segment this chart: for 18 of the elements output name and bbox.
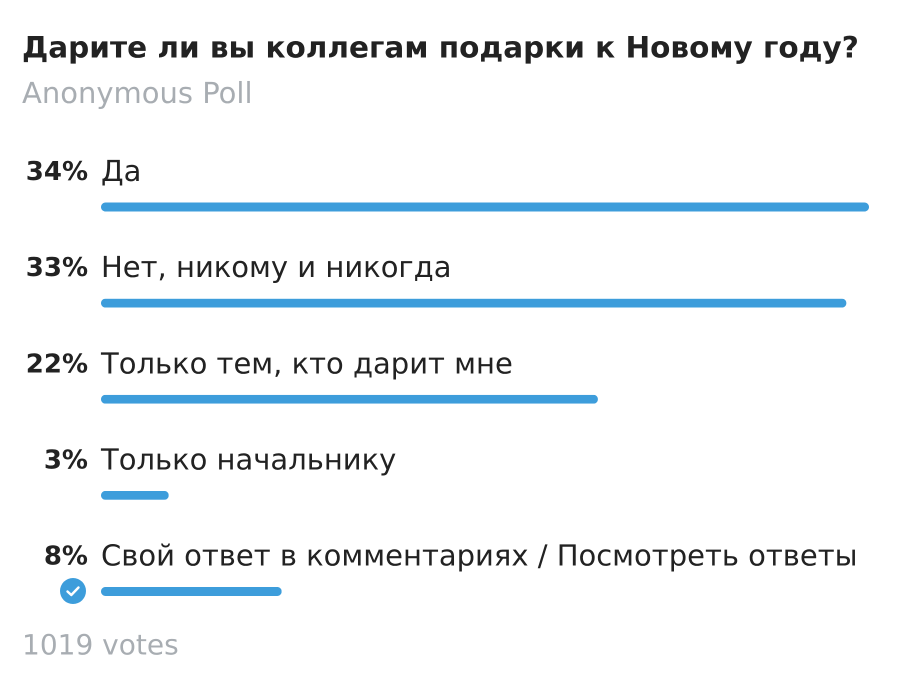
text: 1019 votes — [22, 628, 179, 662]
chart-title: Дарите ли вы коллегам подарки к Новому году? — [22, 30, 859, 65]
y-tick-label: Да — [101, 154, 142, 188]
data-label: 33% — [26, 253, 88, 284]
data-label: 3% — [44, 445, 88, 476]
bar — [101, 202, 869, 212]
data-label: 22% — [26, 349, 88, 380]
bar — [101, 490, 169, 500]
data-label: 8% — [44, 541, 88, 572]
y-tick-label: Только тем, кто дарит мне — [100, 346, 513, 380]
chart-subtitle: Anonymous Poll — [22, 76, 253, 110]
y-tick-label: Свой ответ в комментариях / Посмотреть ответы — [101, 538, 858, 572]
y-tick-label: Нет, никому и никогда — [101, 250, 452, 284]
bar — [101, 586, 282, 596]
data-label: 34% — [26, 157, 88, 188]
bar — [101, 298, 846, 308]
y-tick-label: Только начальнику — [100, 442, 396, 476]
bar — [101, 394, 598, 404]
